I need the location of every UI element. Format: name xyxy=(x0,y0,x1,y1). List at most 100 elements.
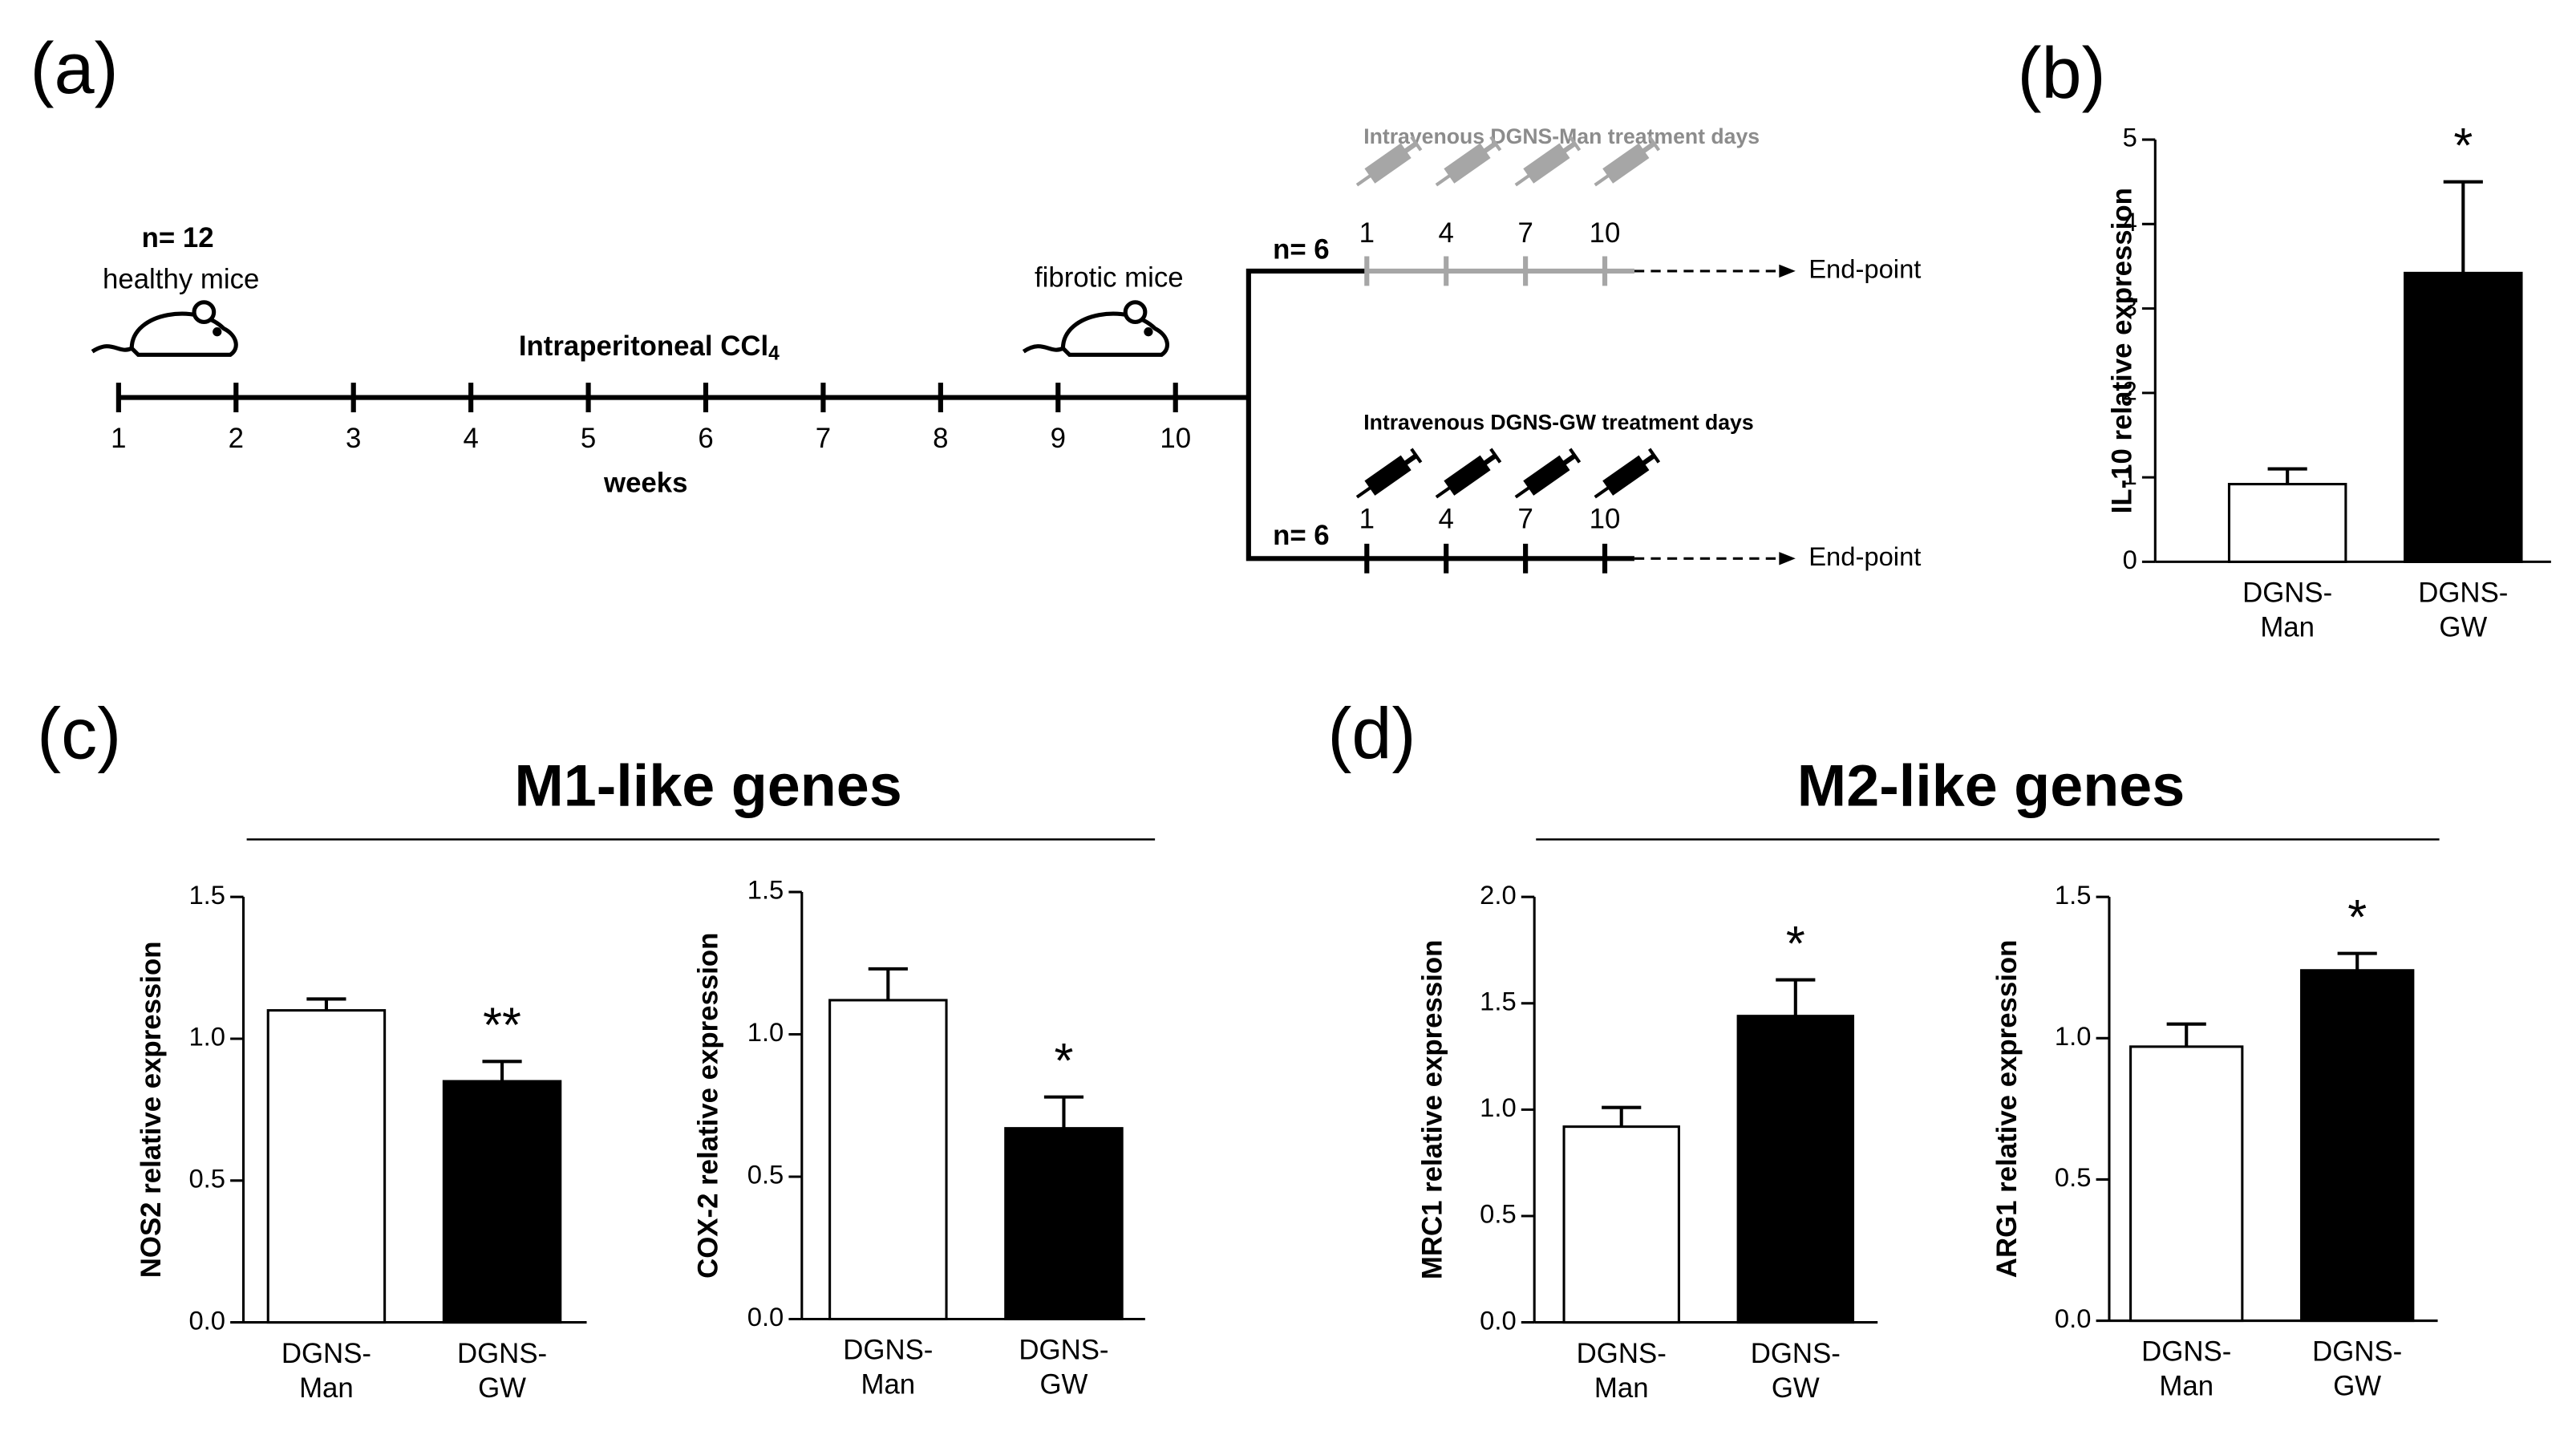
y-tick-label: 1.0 xyxy=(1480,1092,1517,1122)
bar xyxy=(266,1009,387,1324)
y-tick-label: 1.5 xyxy=(747,875,784,905)
significance-mark: * xyxy=(2453,118,2473,173)
week-label: 3 xyxy=(346,423,361,454)
injection-subscript: 4 xyxy=(768,343,780,365)
x-tick-label: Man xyxy=(1594,1372,1649,1404)
day-label: 4 xyxy=(1439,217,1454,249)
y-tick-label: 3 xyxy=(2123,291,2137,321)
x-tick-label: DGNS- xyxy=(843,1335,933,1366)
bar xyxy=(1736,1015,1855,1324)
syringe-barrel xyxy=(1444,143,1491,184)
x-tick-label: DGNS- xyxy=(2242,578,2332,609)
y-axis-label: NOS2 relative expression xyxy=(136,942,167,1279)
bar xyxy=(1562,1125,1680,1324)
syringe-icon xyxy=(1355,448,1423,499)
day-label: 1 xyxy=(1359,217,1375,249)
end-point-label: End-point xyxy=(1808,541,1921,571)
y-axis-label: COX-2 relative expression xyxy=(692,933,723,1279)
panel-label: (a) xyxy=(30,28,119,109)
bar xyxy=(1004,1127,1124,1321)
y-tick-label: 1.0 xyxy=(747,1017,784,1047)
group-title: M2-like genes xyxy=(1797,752,2185,819)
syringe-grip xyxy=(1410,136,1423,152)
y-tick-label: 5 xyxy=(2123,123,2137,152)
y-tick-label: 0.5 xyxy=(188,1163,225,1193)
x-tick-label: Man xyxy=(299,1372,354,1404)
y-tick-label: 0.0 xyxy=(1480,1305,1517,1335)
syringe-needle xyxy=(1594,486,1610,499)
syringe-grip xyxy=(1647,136,1661,152)
syringe-icon xyxy=(1514,136,1582,187)
x-tick-label: GW xyxy=(478,1372,526,1404)
treatment-title: Intravenous DGNS-GW treatment days xyxy=(1363,410,1753,434)
week-label: 8 xyxy=(933,423,948,454)
arrow-head xyxy=(1779,552,1796,565)
y-tick-label: 2 xyxy=(2123,376,2137,406)
error-bar xyxy=(1043,1095,1084,1129)
syringe-barrel xyxy=(1523,143,1570,184)
x-tick-label: Man xyxy=(2159,1371,2213,1402)
x-tick-label: DGNS- xyxy=(1019,1335,1108,1366)
bar xyxy=(2300,969,2415,1323)
syringe-plunger xyxy=(1642,453,1656,465)
week-label: 7 xyxy=(816,423,831,454)
syringe-grip xyxy=(1569,448,1582,464)
error-bar xyxy=(2337,951,2377,971)
syringe-plunger xyxy=(1562,141,1577,153)
y-tick-label: 1.5 xyxy=(2055,880,2092,910)
day-label: 7 xyxy=(1517,503,1533,534)
syringe-plunger xyxy=(1403,453,1418,465)
branch-line xyxy=(1245,268,1367,561)
y-tick-label: 0.5 xyxy=(2055,1162,2092,1192)
y-tick-label: 2.0 xyxy=(1480,880,1517,910)
syringe-plunger xyxy=(1562,453,1577,465)
error-bar xyxy=(2166,1022,2206,1047)
bar xyxy=(828,999,948,1321)
error-bar xyxy=(1776,978,1816,1016)
error-bar xyxy=(2443,180,2483,274)
syringe-needle xyxy=(1435,486,1451,499)
week-label: 10 xyxy=(1160,423,1191,454)
x-tick-label: DGNS- xyxy=(2418,578,2508,609)
syringe-barrel xyxy=(1364,143,1412,184)
syringe-grip xyxy=(1569,136,1582,152)
syringe-barrel xyxy=(1523,455,1570,496)
day-label: 1 xyxy=(1359,503,1375,534)
error-bar xyxy=(868,967,908,1000)
syringe-needle xyxy=(1514,486,1530,499)
significance-mark: * xyxy=(2347,890,2367,945)
syringe-needle xyxy=(1594,174,1610,187)
x-tick-label: GW xyxy=(2333,1371,2381,1402)
bar xyxy=(2129,1045,2244,1323)
y-tick-label: 0.5 xyxy=(747,1160,784,1190)
y-axis-label: ARG1 relative expression xyxy=(1991,940,2023,1279)
weeks-label: weeks xyxy=(603,467,687,498)
y-tick-label: 0.5 xyxy=(1480,1199,1517,1229)
syringe-icon xyxy=(1514,448,1582,499)
syringe-needle xyxy=(1435,174,1451,187)
y-tick-label: 1.0 xyxy=(188,1022,225,1052)
syringe-needle xyxy=(1514,174,1530,187)
syringe-plunger xyxy=(1642,141,1656,153)
bar xyxy=(442,1080,562,1324)
syringe-plunger xyxy=(1483,453,1497,465)
y-tick-label: 0 xyxy=(2123,545,2137,574)
x-tick-label: DGNS- xyxy=(2141,1336,2231,1368)
error-bar xyxy=(1602,1105,1642,1127)
week-label: 2 xyxy=(229,423,244,454)
x-tick-label: Man xyxy=(2260,612,2315,643)
syringe-barrel xyxy=(1602,455,1650,496)
syringe-icon xyxy=(1594,448,1661,499)
day-label: 10 xyxy=(1590,217,1621,249)
syringe-grip xyxy=(1489,136,1502,152)
syringe-needle xyxy=(1355,174,1371,187)
day-label: 10 xyxy=(1590,503,1621,534)
syringe-grip xyxy=(1489,448,1502,464)
y-tick-label: 0.0 xyxy=(188,1305,225,1335)
mouse-icon xyxy=(1022,300,1169,357)
cohort-count: n= 12 xyxy=(142,222,214,253)
syringe-needle xyxy=(1355,486,1371,499)
error-bar xyxy=(306,997,346,1011)
error-bar xyxy=(2267,467,2307,484)
y-tick-label: 1.0 xyxy=(2055,1021,2092,1051)
